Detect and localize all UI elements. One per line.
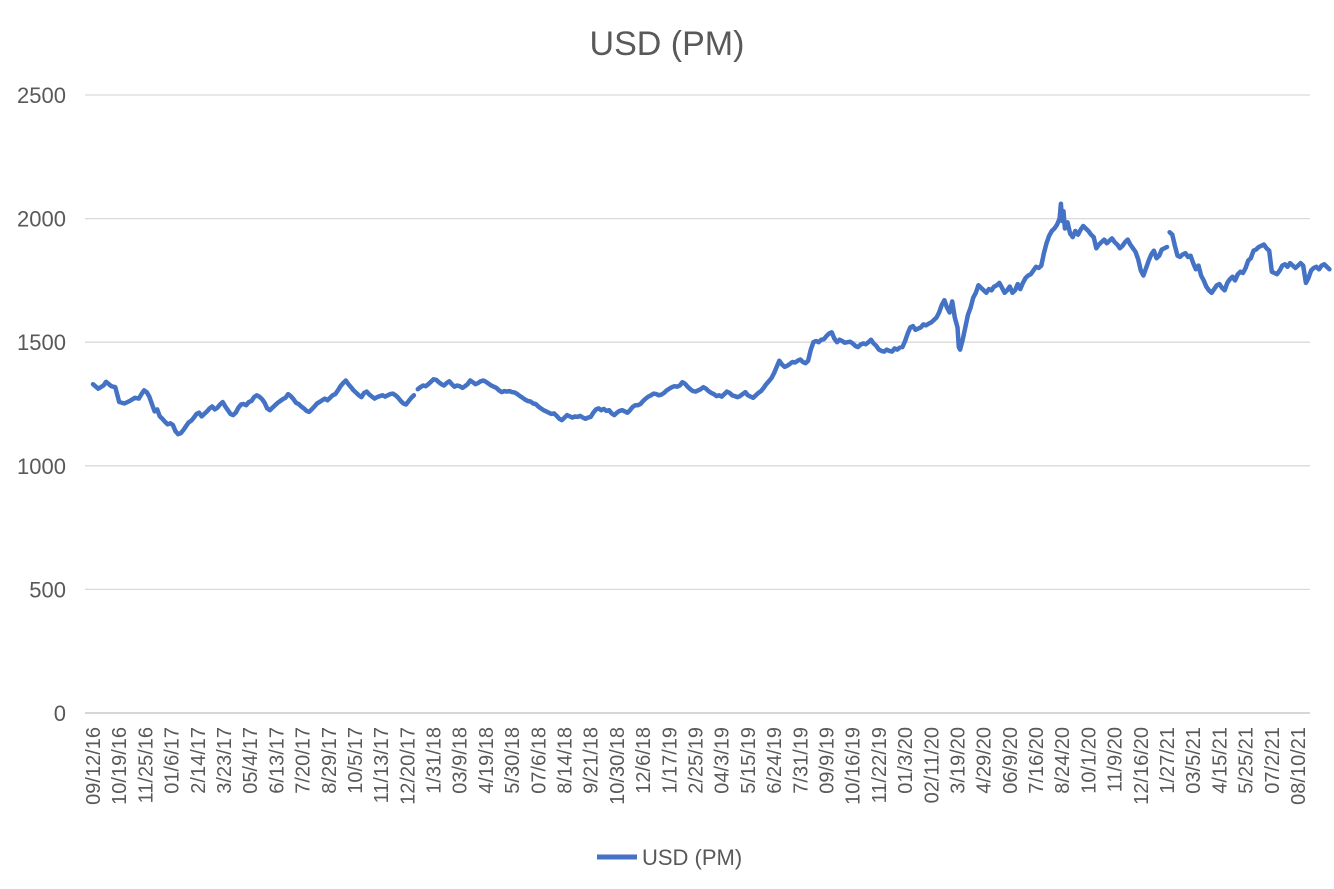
x-tick-label: 10/30/18 — [607, 727, 629, 805]
chart-title: USD (PM) — [590, 25, 745, 63]
x-tick-label: 10/5/17 — [345, 727, 367, 794]
x-tick-label: 2/25/19 — [686, 727, 708, 794]
x-tick-label: 3/23/17 — [214, 727, 236, 794]
x-tick-label: 8/14/18 — [555, 727, 577, 794]
series-line-usd-pm — [415, 330, 903, 423]
x-tick-label: 4/19/18 — [476, 727, 498, 794]
y-tick-label: 0 — [54, 701, 66, 726]
x-tick-label: 8/24/20 — [1052, 727, 1074, 794]
x-tick-label: 2/14/17 — [188, 727, 210, 794]
series-line-usd-pm — [90, 378, 417, 437]
x-tick-label: 7/20/17 — [293, 727, 315, 794]
x-tick-label: 10/16/19 — [843, 727, 865, 805]
x-tick-label: 1/31/18 — [424, 727, 446, 794]
series-group — [90, 201, 1332, 437]
y-tick-label: 2500 — [17, 83, 66, 108]
x-tick-label: 04/3/19 — [712, 727, 734, 794]
x-tick-label: 6/24/19 — [764, 727, 786, 794]
x-tick-label: 6/13/17 — [266, 727, 288, 794]
x-tick-label: 11/9/20 — [1105, 727, 1127, 792]
gridlines — [85, 94, 1310, 714]
x-tick-label: 10/1/20 — [1078, 727, 1100, 794]
x-tick-label: 11/13/17 — [371, 727, 393, 803]
x-tick-label: 07/6/18 — [528, 727, 550, 794]
x-tick-label: 03/9/18 — [450, 727, 472, 794]
x-tick-label: 3/19/20 — [947, 727, 969, 794]
x-tick-label: 1/27/21 — [1157, 727, 1179, 794]
legend-label: USD (PM) — [642, 845, 742, 870]
x-tick-label: 5/15/19 — [738, 727, 760, 794]
y-tick-label: 500 — [29, 577, 66, 602]
x-tick-label: 7/31/19 — [790, 727, 812, 794]
series-line-usd-pm — [1167, 229, 1332, 296]
x-tick-label: 8/29/17 — [319, 727, 341, 794]
legend: USD (PM) — [597, 845, 742, 870]
y-axis-ticks: 0 500 1000 1500 2000 2500 — [17, 83, 66, 726]
x-tick-label: 02/11/20 — [921, 727, 943, 803]
x-tick-label: 11/25/16 — [135, 727, 157, 803]
x-tick-label: 08/10/21 — [1288, 727, 1310, 805]
x-tick-label: 01/3/20 — [895, 727, 917, 794]
x-axis-ticks: 09/12/16 10/19/16 11/25/16 01/6/17 2/14/17 3/… — [83, 727, 1310, 805]
x-tick-label: 4/29/20 — [974, 727, 996, 794]
x-tick-label: 09/9/19 — [816, 727, 838, 794]
x-tick-label: 10/19/16 — [109, 727, 131, 805]
y-tick-label: 1500 — [17, 330, 66, 355]
y-tick-label: 2000 — [17, 207, 66, 232]
x-tick-label: 9/21/18 — [581, 727, 603, 794]
x-tick-label: 7/16/20 — [1026, 727, 1048, 794]
x-tick-label: 11/22/19 — [869, 727, 891, 803]
x-tick-label: 5/30/18 — [502, 727, 524, 794]
x-tick-label: 09/12/16 — [83, 727, 105, 805]
x-tick-label: 12/20/17 — [397, 727, 419, 805]
x-tick-label: 1/17/19 — [659, 727, 681, 794]
x-tick-label: 01/6/17 — [162, 727, 184, 794]
y-tick-label: 1000 — [17, 454, 66, 479]
x-tick-label: 03/5/21 — [1183, 727, 1205, 794]
series-line-usd-pm — [900, 201, 1170, 352]
x-tick-label: 05/4/17 — [240, 727, 262, 794]
x-tick-label: 12/6/18 — [633, 727, 655, 794]
x-tick-label: 5/25/21 — [1236, 727, 1258, 794]
x-tick-label: 07/2/21 — [1262, 727, 1284, 794]
x-tick-label: 12/16/20 — [1131, 727, 1153, 805]
x-tick-label: 06/9/20 — [1000, 727, 1022, 794]
x-tick-label: 4/15/21 — [1209, 727, 1231, 794]
